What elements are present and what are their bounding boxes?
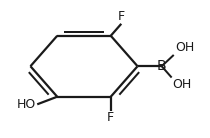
Text: OH: OH [173, 78, 192, 91]
Text: HO: HO [17, 98, 36, 111]
Text: F: F [118, 10, 125, 23]
Text: F: F [107, 112, 114, 124]
Text: B: B [157, 59, 167, 73]
Text: OH: OH [175, 41, 194, 54]
